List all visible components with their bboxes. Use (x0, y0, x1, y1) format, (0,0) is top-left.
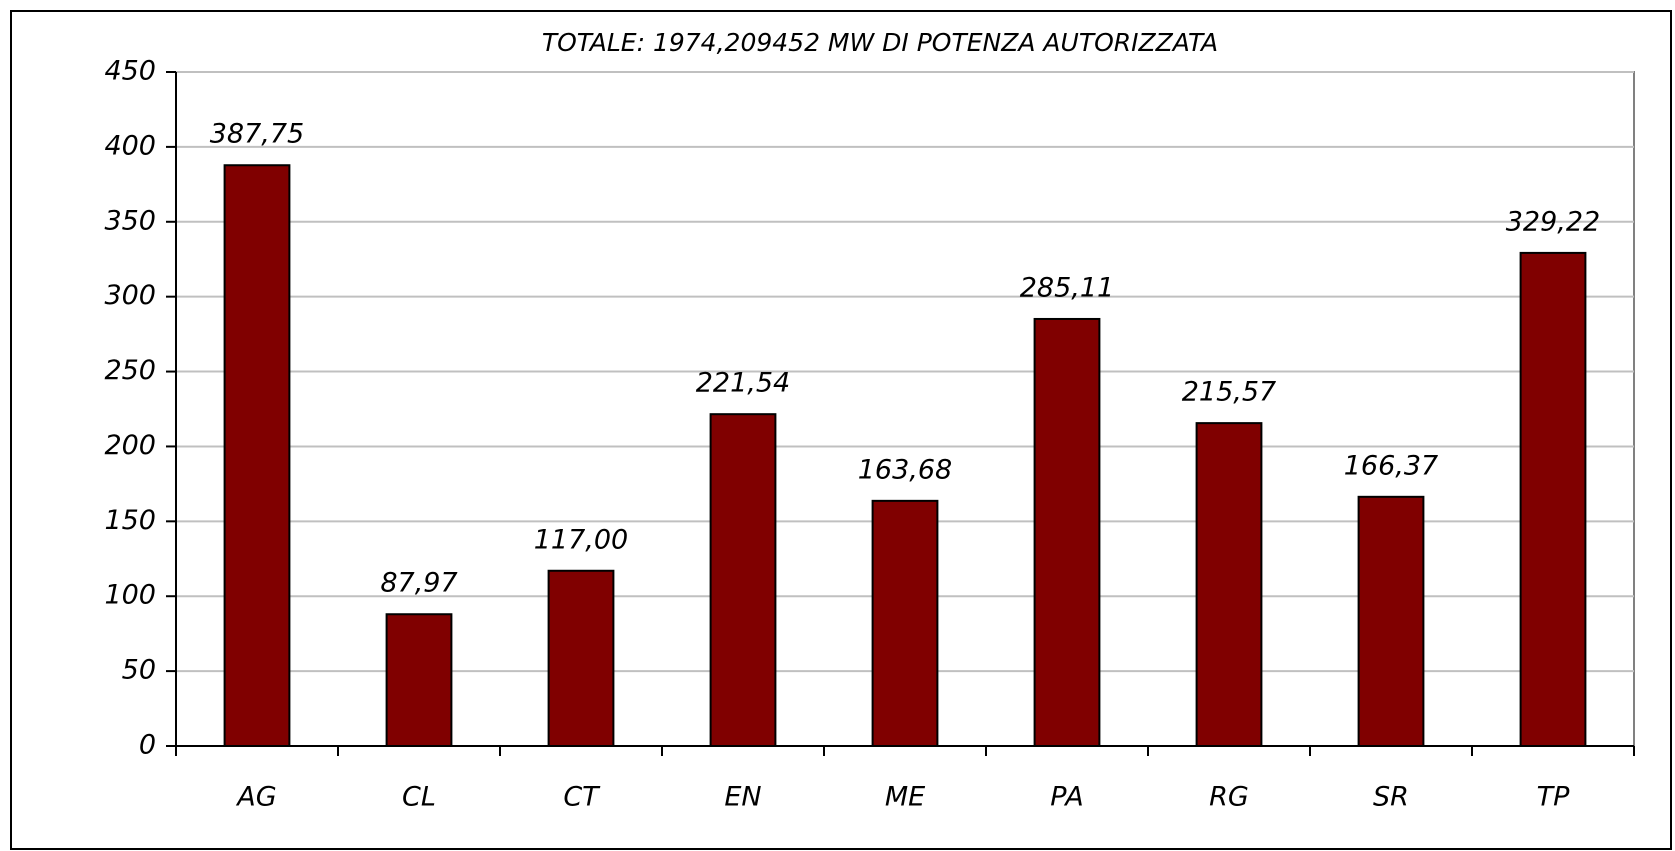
bar (547, 569, 615, 748)
x-tick-label: CT (563, 782, 601, 813)
value-label: 221,54 (696, 368, 790, 399)
y-tick-label: 350 (104, 205, 156, 236)
x-tick-label: TP (1537, 782, 1570, 813)
value-label: 329,22 (1506, 206, 1600, 237)
y-tick-label: 0 (139, 730, 156, 761)
y-tick-label: 450 (104, 56, 156, 87)
bar (871, 499, 939, 747)
value-label: 387,75 (210, 119, 304, 150)
y-tick-label: 300 (104, 280, 156, 311)
value-label: 87,97 (380, 568, 457, 599)
y-tick-label: 50 (122, 655, 156, 686)
x-tick-label: ME (885, 782, 925, 813)
bar (1195, 422, 1263, 747)
y-tick-label: 150 (104, 505, 156, 536)
value-label: 215,57 (1182, 377, 1276, 408)
chart-title: TOTALE: 1974,209452 MW DI POTENZA AUTORI… (542, 28, 1218, 57)
bar (1357, 495, 1425, 747)
y-tick-label: 100 (104, 580, 156, 611)
bar (385, 613, 453, 747)
bar (709, 413, 777, 747)
value-label: 285,11 (1020, 272, 1114, 303)
x-tick-label: SR (1373, 782, 1409, 813)
x-tick-label: AG (235, 782, 276, 813)
x-tick-label: EN (724, 782, 761, 813)
bar (223, 164, 291, 747)
y-tick-label: 200 (104, 430, 156, 461)
bar (1033, 317, 1101, 747)
value-label: 117,00 (534, 524, 628, 555)
x-tick-label: RG (1209, 782, 1249, 813)
bar (1519, 251, 1587, 747)
y-tick-label: 250 (104, 355, 156, 386)
x-tick-label: PA (1050, 782, 1083, 813)
value-label: 163,68 (858, 454, 952, 485)
x-tick-label: CL (402, 782, 436, 813)
value-label: 166,37 (1344, 450, 1438, 481)
y-tick-label: 400 (104, 130, 156, 161)
